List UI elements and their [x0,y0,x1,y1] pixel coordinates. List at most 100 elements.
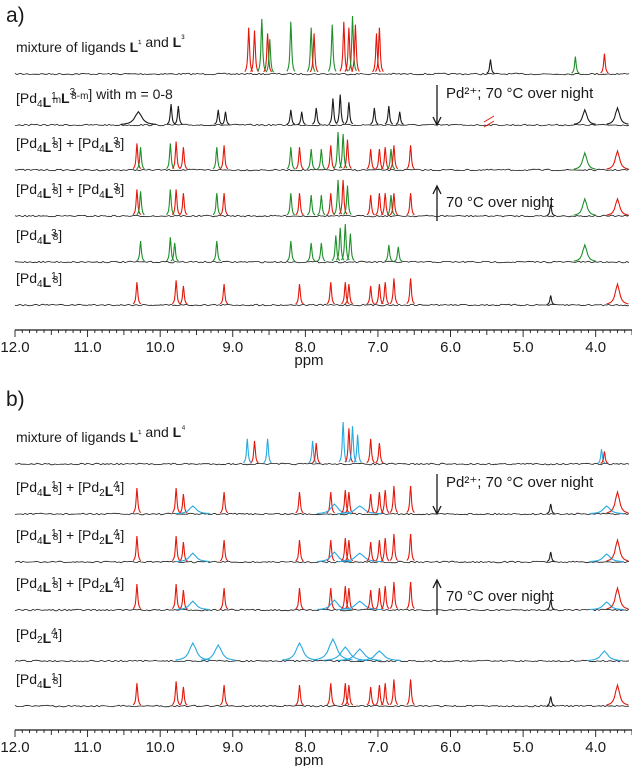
spectrum-peak [282,641,318,661]
spectrum-peak [406,485,415,513]
spectrum-peak [244,27,254,72]
spectrum-peak [171,189,181,216]
x-tick-label: 12.0 [0,339,29,356]
x-tick-label: 9.0 [222,739,243,756]
spectrum-peak [546,503,555,515]
spectrum-peak [311,442,321,464]
spectrum-label: [Pd4L18] [16,270,62,290]
spectrum-peak [351,24,360,72]
spectrum-peak [546,599,555,611]
spectrum-peak [343,139,352,169]
spectrum-peak [326,282,336,305]
spectrum-peak [589,553,625,563]
spectrum-peak [606,197,629,216]
spectrum-peak [221,111,230,125]
spectrum-peak [366,195,375,216]
spectrum-peak [375,284,384,305]
spectrum-peak [380,585,390,610]
spectrum-peak [395,111,404,125]
spectrum-peak [372,33,381,73]
spectrum-peak [606,282,629,305]
spectrum-label: [Pd4L1mL38-m] with m = 0-8 [16,86,173,110]
spectrum-peak [179,686,188,706]
panel-label: a) [6,4,25,27]
spectrum-peak [219,587,229,610]
x-tick-label: 8.0 [295,339,316,356]
spectrum-peak [366,285,375,305]
spectrum-trace [14,131,630,172]
spectrum-peak [175,505,211,515]
spectrum-peak [573,197,596,216]
spectrum-peak [175,641,211,661]
spectrum-peak [366,149,375,170]
spectrum-peak [295,193,304,216]
spectrum-trace [14,533,630,564]
spectrum-peak [406,533,415,561]
spectrum-peak [214,109,223,125]
x-tick-label: 5.0 [513,339,534,356]
spectrum-peak [212,193,222,216]
x-tick-label: 10.0 [146,339,175,356]
spectrum-peak [312,107,321,125]
spectrum-peak [286,21,296,72]
spectrum-peak [179,589,188,610]
spectrum-trace [14,278,630,307]
annotation-text: 70 °C over night [446,588,555,605]
spectrum-peak [243,438,252,464]
spectrum-peak [132,143,142,170]
spectrum-peak [337,648,382,661]
spectrum-peak [375,491,384,514]
spectrum-peak [606,149,629,170]
spectrum-peak [171,487,181,514]
spectrum-peak [386,149,396,170]
spectrum-peak [313,637,353,661]
spectrum-peak [326,145,336,170]
spectrum-peak [132,583,142,610]
spectrum-peak [366,589,375,610]
spectrum-peak [348,15,357,72]
spectrum-trace [14,679,630,708]
spectrum-peak [606,106,629,125]
spectrum-baseline [14,214,630,218]
spectrum-trace [14,421,630,466]
spectrum-peak [406,581,415,609]
spectrum-peak [341,489,350,514]
spectrum-peak [250,30,259,73]
spectrum-peak [179,147,188,170]
spectrum-baseline [14,260,630,264]
spectrum-peak [380,282,390,305]
spectrum-peak [171,535,181,562]
x-axis-label: ppm [294,352,323,369]
spectrum-peak [571,56,580,74]
panel-label: b) [6,388,25,411]
spectrum-peak [295,284,304,305]
spectrum-peak [338,133,348,169]
spectrum-peak [380,147,390,170]
spectrum-peak [394,246,403,262]
spectrum-peak [389,278,399,305]
spectrum-peak [597,449,606,464]
spectrum-peak [326,539,335,562]
spectrum-peak [323,646,368,661]
spectrum-peak [219,539,229,562]
spectrum-peak [306,27,316,72]
spectrum-peak [344,428,354,463]
spectrum-peak [317,195,326,216]
spectrum-peak [375,193,384,216]
spectrum-peak [366,541,375,562]
spectrum-trace [14,637,630,663]
spectrum-peak [389,533,399,561]
spectrum-peak [389,193,399,216]
x-tick-label: 7.0 [368,339,389,356]
spectrum-label: [Pd4L38] [16,227,62,247]
x-axis-label: ppm [294,752,323,766]
x-tick-label: 11.0 [74,339,102,356]
spectrum-peak [171,681,181,706]
spectrum-peak [343,185,352,215]
spectrum-peak [317,149,326,170]
spectrum-label: [Pd4L18] + [Pd2L44] [16,479,124,499]
spectrum-baseline [14,303,630,307]
spectrum-peak [170,242,179,262]
spectrum-peak [326,683,336,706]
annotation-text: 70 °C over night [446,194,555,211]
